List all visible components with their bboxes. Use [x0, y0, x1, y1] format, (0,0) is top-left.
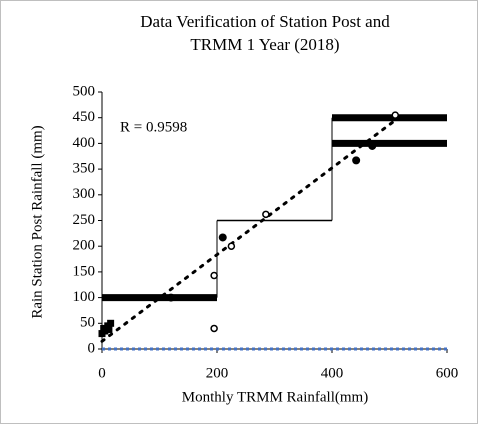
point	[210, 324, 218, 333]
point	[167, 293, 175, 302]
x-axis-label: Monthly TRMM Rainfall(mm)	[182, 389, 368, 405]
y-tick-label: 300	[73, 186, 96, 202]
y-tick-label: 150	[73, 263, 96, 279]
y-tick-label: 200	[73, 238, 96, 254]
annotation: R = 0.9598	[120, 119, 187, 135]
y-tick-label: 400	[73, 135, 96, 151]
point	[101, 327, 109, 335]
chart-title: TRMM 1 Year (2018)	[190, 35, 339, 54]
y-tick-label: 100	[73, 289, 96, 305]
point	[210, 271, 218, 280]
chart-title: Data Verification of Station Post and	[140, 12, 390, 31]
point	[352, 156, 361, 165]
x-tick-label: 200	[206, 365, 229, 381]
y-axis-label: Rain Station Post Rainfall (mm)	[29, 125, 45, 318]
y-tick-label: 450	[73, 109, 96, 125]
point	[218, 233, 227, 242]
y-tick-label: 500	[73, 83, 96, 99]
point	[227, 242, 236, 250]
y-tick-label: 250	[73, 212, 96, 228]
point	[391, 111, 399, 119]
x-tick-label: 400	[321, 365, 344, 381]
y-tick-label: 350	[73, 161, 96, 177]
point	[262, 210, 270, 219]
x-tick-label: 600	[436, 365, 459, 381]
point	[105, 325, 113, 333]
y-tick-label: 0	[88, 340, 96, 356]
point	[368, 141, 377, 150]
y-tick-label: 50	[80, 315, 95, 331]
trendline	[100, 118, 397, 343]
point	[107, 319, 115, 327]
x-tick-label: 0	[98, 365, 106, 381]
